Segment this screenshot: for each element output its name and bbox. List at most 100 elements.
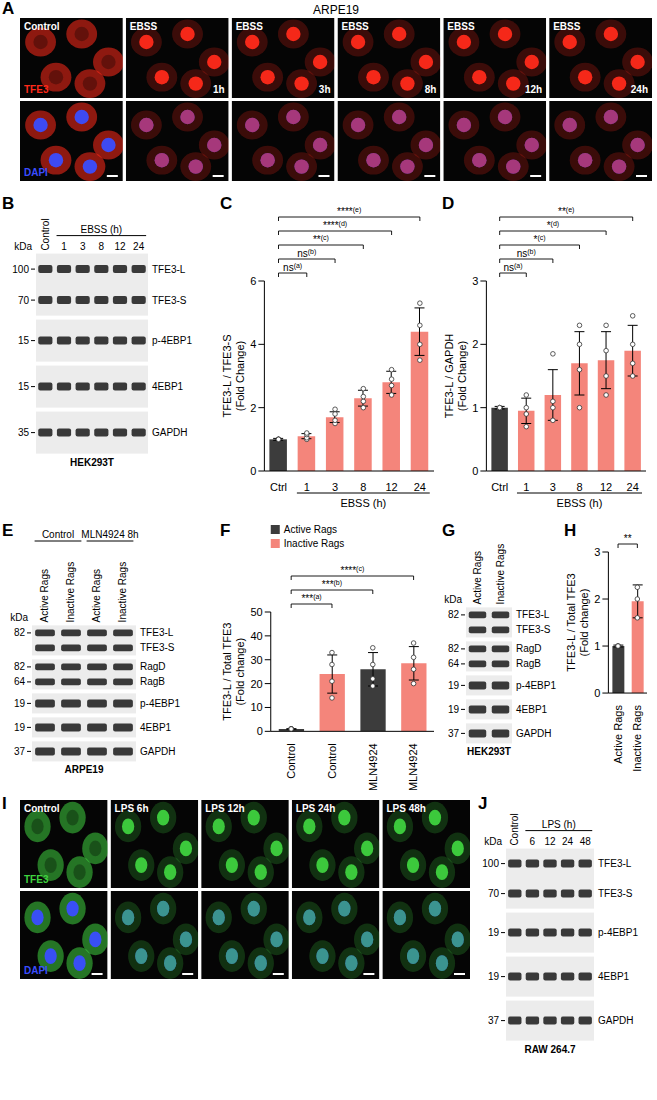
svg-text:**(c): **(c) bbox=[313, 234, 329, 245]
svg-text:3: 3 bbox=[472, 275, 478, 287]
svg-text:GAPDH: GAPDH bbox=[598, 1015, 634, 1026]
svg-text:GAPDH: GAPDH bbox=[516, 728, 552, 739]
svg-text:Inactive Rags: Inactive Rags bbox=[495, 544, 506, 605]
svg-text:1: 1 bbox=[594, 640, 600, 652]
svg-text:Inactive Rags: Inactive Rags bbox=[118, 562, 129, 623]
svg-text:Control: Control bbox=[40, 218, 51, 250]
svg-text:****(e): ****(e) bbox=[337, 206, 361, 217]
svg-text:*(d): *(d) bbox=[547, 220, 559, 231]
svg-text:2: 2 bbox=[594, 593, 600, 605]
svg-text:****(d): ****(d) bbox=[323, 220, 347, 231]
svg-text:Control: Control bbox=[24, 21, 60, 32]
svg-text:Control: Control bbox=[24, 803, 60, 814]
svg-text:(Fold Change): (Fold Change) bbox=[234, 341, 246, 411]
svg-text:19: 19 bbox=[448, 704, 460, 715]
svg-text:Control: Control bbox=[42, 529, 74, 540]
svg-text:64: 64 bbox=[448, 658, 460, 669]
svg-text:0: 0 bbox=[250, 465, 256, 477]
svg-text:4EBP1: 4EBP1 bbox=[516, 704, 548, 715]
svg-text:Ctrl: Ctrl bbox=[491, 481, 508, 493]
svg-text:100: 100 bbox=[12, 264, 29, 275]
svg-text:35: 35 bbox=[18, 427, 30, 438]
svg-text:37: 37 bbox=[14, 746, 26, 757]
svg-text:0: 0 bbox=[594, 687, 600, 699]
svg-text:Active Rags: Active Rags bbox=[40, 569, 51, 622]
svg-text:HEK293T: HEK293T bbox=[467, 746, 511, 757]
svg-text:Inactive Rags: Inactive Rags bbox=[66, 562, 77, 623]
svg-text:2: 2 bbox=[250, 402, 256, 414]
svg-text:TFE3: TFE3 bbox=[24, 84, 49, 95]
svg-text:HEK293T: HEK293T bbox=[70, 457, 114, 468]
svg-text:GAPDH: GAPDH bbox=[152, 427, 188, 438]
svg-text:8: 8 bbox=[360, 481, 366, 493]
svg-text:24h: 24h bbox=[631, 84, 648, 95]
svg-text:TFE3-L: TFE3-L bbox=[598, 858, 632, 869]
svg-text:1: 1 bbox=[304, 481, 310, 493]
svg-text:MLN4924: MLN4924 bbox=[407, 743, 419, 790]
svg-text:kDa: kDa bbox=[10, 612, 28, 623]
svg-text:4EBP1: 4EBP1 bbox=[152, 381, 184, 392]
svg-text:(Fold change): (Fold change) bbox=[234, 638, 246, 706]
svg-text:p-4EBP1: p-4EBP1 bbox=[516, 680, 556, 691]
svg-text:ns(a): ns(a) bbox=[283, 262, 302, 273]
svg-text:12: 12 bbox=[385, 481, 397, 493]
svg-text:30: 30 bbox=[251, 654, 263, 666]
svg-text:8: 8 bbox=[99, 241, 105, 252]
svg-text:TFE3-L: TFE3-L bbox=[140, 627, 174, 638]
svg-text:EBSS: EBSS bbox=[447, 21, 475, 32]
svg-text:p-4EBP1: p-4EBP1 bbox=[152, 335, 192, 346]
svg-text:4: 4 bbox=[250, 338, 256, 350]
svg-text:LPS 48h: LPS 48h bbox=[386, 803, 425, 814]
svg-text:Control: Control bbox=[509, 813, 520, 845]
svg-text:GAPDH: GAPDH bbox=[140, 746, 176, 757]
svg-text:LPS 24h: LPS 24h bbox=[296, 803, 335, 814]
svg-text:ns(b): ns(b) bbox=[517, 248, 536, 259]
svg-text:19: 19 bbox=[14, 722, 26, 733]
svg-text:Control: Control bbox=[285, 743, 297, 778]
svg-text:EBSS: EBSS bbox=[553, 21, 581, 32]
svg-text:ns(b): ns(b) bbox=[297, 248, 316, 259]
svg-text:**: ** bbox=[624, 533, 632, 544]
svg-text:6: 6 bbox=[250, 275, 256, 287]
svg-text:Active Rags: Active Rags bbox=[92, 569, 103, 622]
svg-text:100: 100 bbox=[482, 858, 499, 869]
svg-text:Ctrl: Ctrl bbox=[270, 481, 287, 493]
svg-text:1: 1 bbox=[523, 481, 529, 493]
svg-text:1: 1 bbox=[61, 241, 67, 252]
svg-text:8: 8 bbox=[576, 481, 582, 493]
svg-text:RAW 264.7: RAW 264.7 bbox=[524, 1044, 576, 1055]
svg-text:TFE3-L / Total TFE3: TFE3-L / Total TFE3 bbox=[221, 623, 233, 721]
svg-text:****(c): ****(c) bbox=[341, 565, 365, 576]
svg-text:TFE3-L / GAPDH: TFE3-L / GAPDH bbox=[443, 334, 455, 419]
svg-text:RagB: RagB bbox=[516, 658, 541, 669]
svg-text:EBSS: EBSS bbox=[342, 21, 370, 32]
svg-text:p-4EBP1: p-4EBP1 bbox=[598, 927, 638, 938]
svg-text:19: 19 bbox=[14, 698, 26, 709]
svg-text:82: 82 bbox=[448, 609, 460, 620]
svg-text:15: 15 bbox=[18, 381, 30, 392]
svg-text:***(a): ***(a) bbox=[301, 593, 321, 604]
svg-text:ns(a): ns(a) bbox=[503, 262, 522, 273]
svg-text:48: 48 bbox=[580, 836, 592, 847]
svg-text:TFE3-L: TFE3-L bbox=[152, 264, 186, 275]
svg-text:RagB: RagB bbox=[140, 676, 165, 687]
svg-text:TFE3-S: TFE3-S bbox=[598, 888, 633, 899]
svg-text:**(e): **(e) bbox=[558, 206, 574, 217]
svg-text:DAPI: DAPI bbox=[24, 167, 48, 178]
svg-text:TFE3: TFE3 bbox=[24, 874, 49, 885]
svg-text:ARPE19: ARPE19 bbox=[313, 3, 359, 17]
svg-text:*(c): *(c) bbox=[534, 234, 546, 245]
svg-text:EBSS (h): EBSS (h) bbox=[340, 497, 386, 509]
svg-text:TFE3-L / TFE3-S: TFE3-L / TFE3-S bbox=[221, 334, 233, 417]
svg-text:Inactive Rags: Inactive Rags bbox=[631, 705, 643, 772]
svg-text:12: 12 bbox=[114, 241, 126, 252]
svg-text:3: 3 bbox=[594, 546, 600, 558]
svg-text:TFE3-L / Total TFE3: TFE3-L / Total TFE3 bbox=[565, 573, 577, 671]
svg-text:0: 0 bbox=[472, 465, 478, 477]
svg-text:kDa: kDa bbox=[484, 836, 502, 847]
svg-text:2: 2 bbox=[472, 338, 478, 350]
svg-text:12: 12 bbox=[600, 481, 612, 493]
svg-text:70: 70 bbox=[18, 295, 30, 306]
svg-text:Active Rags: Active Rags bbox=[612, 705, 624, 764]
svg-text:19: 19 bbox=[488, 927, 500, 938]
